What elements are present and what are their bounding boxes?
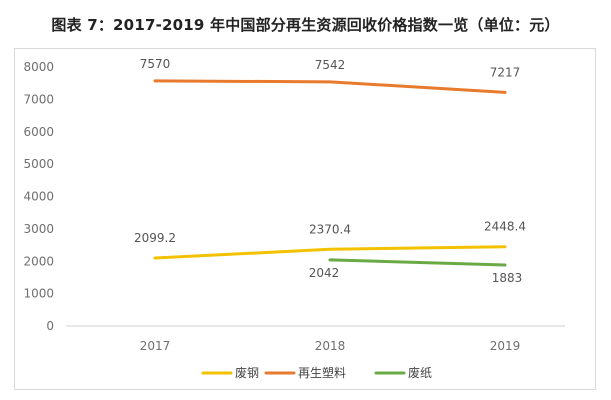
data-label-3-2018: 2042 — [309, 266, 340, 280]
series-line-2 — [153, 79, 507, 94]
y-tick-label-7000: 7000 — [23, 92, 54, 106]
y-tick-label-4000: 4000 — [23, 190, 54, 204]
y-tick-label-8000: 8000 — [23, 60, 54, 74]
data-label-3-2019: 1883 — [492, 271, 523, 285]
x-tick-label-2018: 2018 — [315, 339, 346, 353]
y-tick-label-2000: 2000 — [23, 254, 54, 268]
legend-label-2: 再生塑料 — [298, 365, 346, 380]
y-tick-label-0: 0 — [46, 319, 54, 333]
y-tick-label-6000: 6000 — [23, 125, 54, 139]
series-line-3 — [328, 258, 507, 267]
series-line-1 — [153, 245, 507, 260]
data-label-1-2018: 2370.4 — [309, 222, 351, 236]
data-label-2-2017: 7570 — [140, 57, 171, 71]
x-tick-label-2019: 2019 — [490, 339, 521, 353]
y-tick-label-3000: 3000 — [23, 222, 54, 236]
legend-label-1: 废钢 — [235, 365, 259, 380]
data-label-1-2017: 2099.2 — [134, 231, 176, 245]
y-tick-label-5000: 5000 — [23, 157, 54, 171]
chart-title: 图表 7：2017-2019 年中国部分再生资源回收价格指数一览（单位：元） — [51, 16, 560, 34]
data-label-1-2019: 2448.4 — [484, 220, 526, 234]
data-label-2-2019: 7217 — [490, 65, 521, 79]
chart-panel — [14, 48, 596, 390]
x-tick-label-2017: 2017 — [140, 339, 171, 353]
y-tick-label-1000: 1000 — [23, 287, 54, 301]
legend-label-3: 废纸 — [408, 365, 432, 380]
data-label-2-2018: 7542 — [315, 58, 346, 72]
